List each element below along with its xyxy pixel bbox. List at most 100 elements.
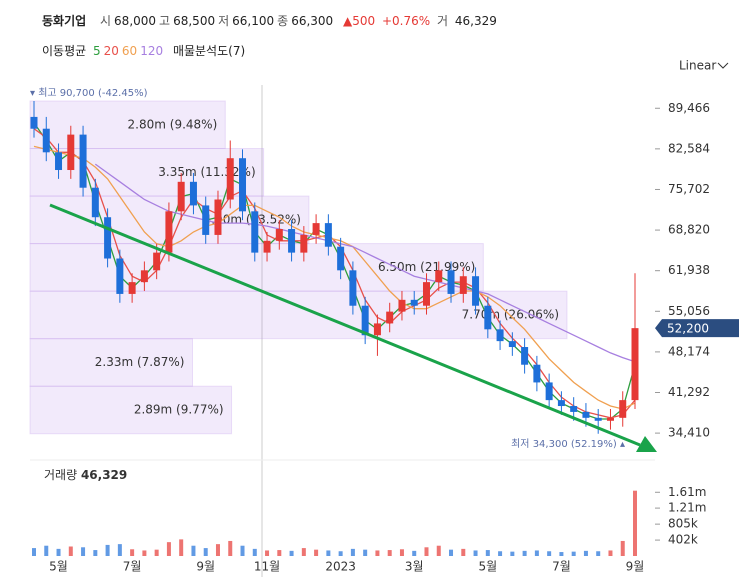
x-tick-label: 11월 xyxy=(254,560,280,574)
candle-body xyxy=(398,299,406,312)
profile-label: 2.33m (7.87%) xyxy=(95,355,185,369)
y-tick-label: 75,702 xyxy=(668,182,710,196)
ma-line xyxy=(33,128,636,419)
scale-toggle[interactable]: Linear xyxy=(679,59,729,73)
x-tick-label: 3월 xyxy=(405,560,424,574)
low-note: 최저 34,300 (52.19%) ▴ xyxy=(511,438,625,450)
candle-body xyxy=(472,276,480,306)
candle-body xyxy=(189,181,197,206)
candle-body xyxy=(496,329,504,342)
volume-bar xyxy=(547,551,552,556)
volume-label: 거래량 xyxy=(44,468,77,482)
volume-bar xyxy=(473,550,478,556)
quote-header: 동화기업 시 68,000 고 68,500 저 66,100 종 66,300 ▲500 +… xyxy=(42,12,500,29)
candle-body xyxy=(128,282,136,294)
volume-bar xyxy=(461,548,466,556)
volume-tick-label: 1.61m xyxy=(668,485,706,499)
volume-bar xyxy=(363,549,368,556)
volume-bar xyxy=(510,551,515,556)
y-tick-label: 68,820 xyxy=(668,223,710,237)
volume-bar xyxy=(326,550,331,556)
dropdown-icon[interactable] xyxy=(717,62,729,69)
volume-bar xyxy=(277,550,282,556)
volume-bar xyxy=(265,550,270,556)
candle-body xyxy=(533,364,541,383)
candle-body xyxy=(104,217,112,259)
candle-body xyxy=(275,229,283,241)
candle-body xyxy=(226,158,234,200)
candle-body xyxy=(177,181,185,212)
volume-bar xyxy=(412,550,417,556)
candle-body xyxy=(631,328,639,401)
ma-line xyxy=(33,145,636,410)
volume-bar xyxy=(534,550,539,556)
volume-bar xyxy=(289,550,294,556)
y-tick-label: 34,410 xyxy=(668,426,710,440)
candle-body xyxy=(435,270,443,283)
volume-bar xyxy=(228,540,233,556)
volume-bar xyxy=(314,549,319,556)
candle-body xyxy=(582,411,590,418)
volume-bar xyxy=(32,548,36,556)
quote-label: 고 xyxy=(159,14,171,28)
volume-last: 46,329 xyxy=(81,468,127,482)
ma-legend-item: 60 xyxy=(121,44,138,58)
candle-body xyxy=(91,187,99,218)
candle-body xyxy=(570,406,578,412)
profile-label: 6.50m (21.99%) xyxy=(378,260,475,274)
volume-bar xyxy=(522,550,527,556)
candle-body xyxy=(263,240,271,253)
profile-label: 2.89m (9.77%) xyxy=(134,402,224,416)
volume-tick-label: 1.21m xyxy=(668,501,706,515)
candles xyxy=(30,100,639,434)
volume-label: 거 xyxy=(437,14,449,28)
volume-bar xyxy=(498,551,503,556)
x-tick-label: 9월 xyxy=(196,560,215,574)
volume-value: 46,329 xyxy=(454,14,497,28)
trend-arrow xyxy=(636,436,657,452)
price-tag xyxy=(655,319,739,338)
volume-bar xyxy=(301,548,306,556)
quotes: 시 68,000 고 68,500 저 66,100 종 66,300 xyxy=(100,14,336,28)
quote-value: 68,500 xyxy=(173,14,216,28)
volume-bar xyxy=(252,548,257,556)
candle-body xyxy=(337,246,345,271)
volume-bar xyxy=(240,545,245,556)
y-tick-label: 61,938 xyxy=(668,263,710,277)
volume-bar xyxy=(44,545,49,556)
stock-name: 동화기업 xyxy=(42,14,87,28)
ma-legend-item: 120 xyxy=(140,44,164,58)
candle-body xyxy=(288,229,296,253)
volume-bar xyxy=(203,548,208,556)
candle-body xyxy=(508,341,516,348)
volume-bar xyxy=(93,550,98,556)
scale-label[interactable]: Linear xyxy=(679,59,716,73)
x-tick-label: 7월 xyxy=(552,560,571,574)
candle-body xyxy=(447,270,455,294)
volume-bar xyxy=(350,548,355,556)
candle-body xyxy=(165,211,173,253)
quote-value: 66,100 xyxy=(232,14,275,28)
volume-bar xyxy=(559,552,564,556)
volume-bar xyxy=(485,550,490,556)
volume-bar xyxy=(117,544,122,556)
x-tick-label: 9월 xyxy=(626,560,645,574)
candle-body xyxy=(324,223,332,247)
quote-value: 68,000 xyxy=(114,14,157,28)
y-tick-label: 48,174 xyxy=(668,344,710,358)
candle-body xyxy=(545,382,553,401)
candle-body xyxy=(422,282,430,306)
volume-bar xyxy=(154,549,159,556)
volume-bar xyxy=(375,550,380,556)
trend-line xyxy=(49,203,641,447)
volume-bar xyxy=(191,545,196,556)
candle-body xyxy=(300,234,308,253)
candle-body xyxy=(484,305,492,330)
indicator-legend: 이동평균 5 20 60 120 매물분석도(7) xyxy=(42,42,248,59)
candle-body xyxy=(312,223,320,235)
candle-body xyxy=(42,128,50,153)
ma-legend-item: 5 xyxy=(93,44,101,58)
candle-body xyxy=(459,276,467,294)
ma-legend: 5 20 60 120 xyxy=(93,44,166,58)
y-tick-label: 55,056 xyxy=(668,304,710,318)
